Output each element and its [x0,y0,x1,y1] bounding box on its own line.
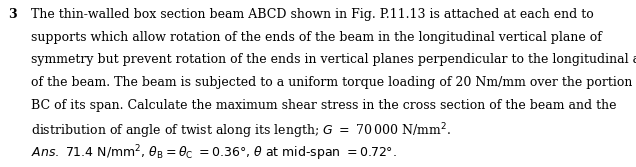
Text: 3: 3 [8,8,17,21]
Text: BC of its span. Calculate the maximum shear stress in the cross section of the b: BC of its span. Calculate the maximum sh… [31,99,616,112]
Text: supports which allow rotation of the ends of the beam in the longitudinal vertic: supports which allow rotation of the end… [31,31,602,44]
Text: The thin-walled box section beam ABCD shown in Fig. P.11.13 is attached at each : The thin-walled box section beam ABCD sh… [31,8,593,21]
Text: distribution of angle of twist along its length; $\mathit{G}$ $=$ 70$\,$000 N/mm: distribution of angle of twist along its… [31,121,450,141]
Text: symmetry but prevent rotation of the ends in vertical planes perpendicular to th: symmetry but prevent rotation of the end… [31,53,636,66]
Text: of the beam. The beam is subjected to a uniform torque loading of 20 Nm/mm over : of the beam. The beam is subjected to a … [31,76,632,89]
Text: $\mathit{Ans.}$ 71.4 N/mm$^{2}$, $\theta_{\mathrm{B}} = \theta_{\mathrm{C}}$ $= : $\mathit{Ans.}$ 71.4 N/mm$^{2}$, $\theta… [31,144,396,163]
